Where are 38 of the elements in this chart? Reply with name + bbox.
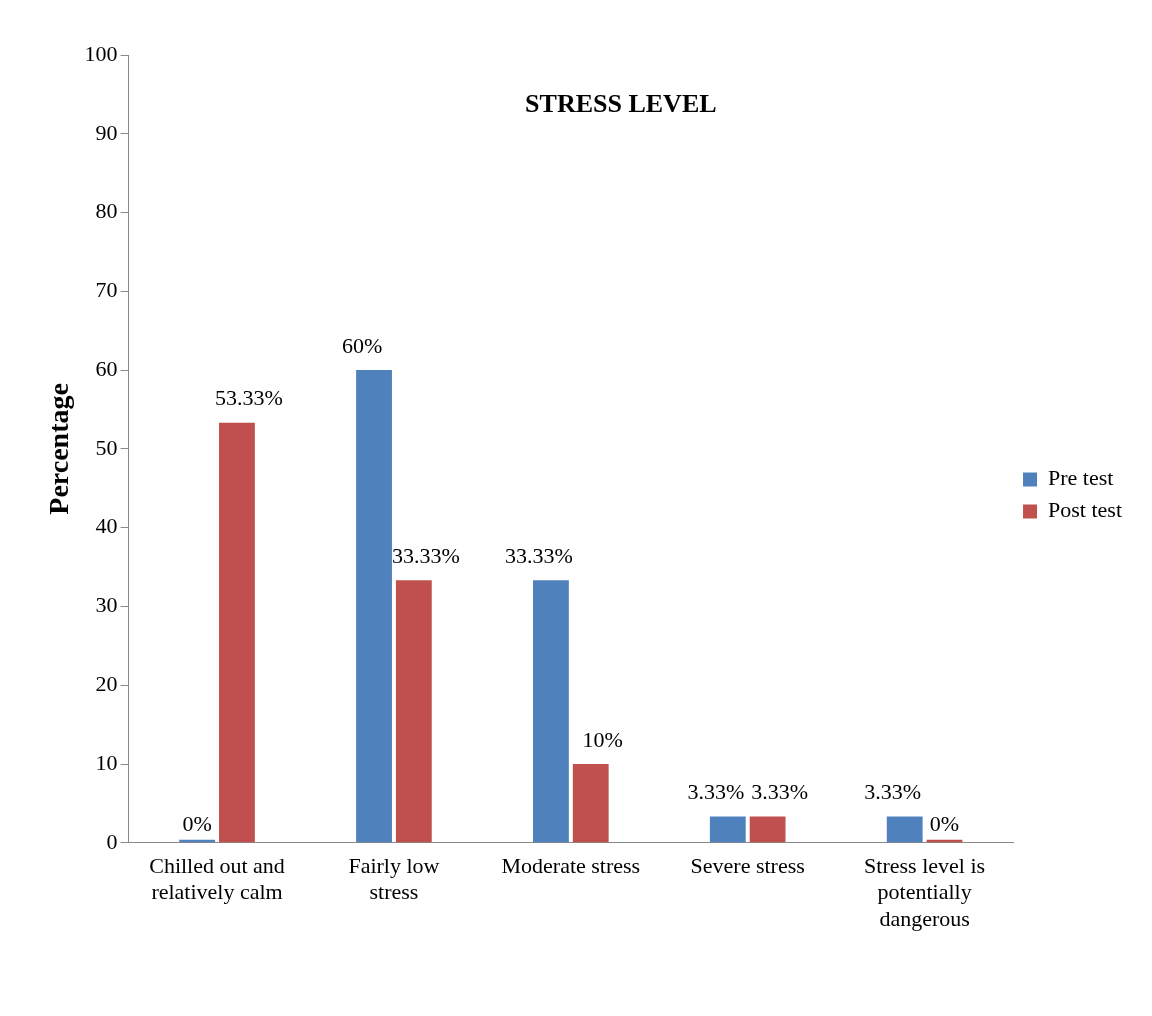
data-label: 33.33% xyxy=(505,543,573,569)
bar xyxy=(709,816,746,843)
legend-label: Pre test xyxy=(1048,465,1114,491)
bar xyxy=(219,422,255,843)
y-tick-label: 60 xyxy=(95,355,118,381)
y-tick-label: 0 xyxy=(106,828,118,854)
x-tick-label: Fairly low stress xyxy=(348,852,440,905)
bar xyxy=(749,816,786,843)
data-label: 53.33% xyxy=(215,385,283,411)
data-label: 3.33% xyxy=(751,779,809,805)
x-tick-label: Moderate stress xyxy=(501,852,641,878)
data-label: 0% xyxy=(929,810,960,836)
data-label: 10% xyxy=(582,726,623,752)
bar xyxy=(572,764,609,843)
data-label: 3.33% xyxy=(864,779,922,805)
y-tick-label: 10 xyxy=(95,749,118,775)
bar xyxy=(356,370,392,843)
y-tick-label: 80 xyxy=(95,198,118,224)
y-tick-label: 100 xyxy=(84,40,118,66)
y-tick-label: 20 xyxy=(95,671,118,697)
y-axis-title: Percentage xyxy=(43,383,75,515)
y-tick-label: 40 xyxy=(95,513,118,539)
bar xyxy=(395,580,432,843)
x-tick-label: Stress level is potentially dangerous xyxy=(864,852,986,931)
data-label: 3.33% xyxy=(687,779,745,805)
data-label: 0% xyxy=(182,810,212,836)
x-tick-label: Chilled out and relatively calm xyxy=(149,852,285,905)
y-tick-label: 30 xyxy=(95,592,118,618)
legend-label: Post test xyxy=(1048,497,1123,523)
y-tick-label: 50 xyxy=(95,434,118,460)
y-tick-label: 70 xyxy=(95,277,118,303)
data-label: 60% xyxy=(341,332,383,358)
bar xyxy=(886,816,923,843)
data-label: 33.33% xyxy=(391,543,460,569)
bar xyxy=(533,580,569,843)
y-tick-label: 90 xyxy=(95,119,118,145)
text: STRESS LEVEL xyxy=(525,88,717,118)
x-tick-label: Severe stress xyxy=(690,852,805,878)
